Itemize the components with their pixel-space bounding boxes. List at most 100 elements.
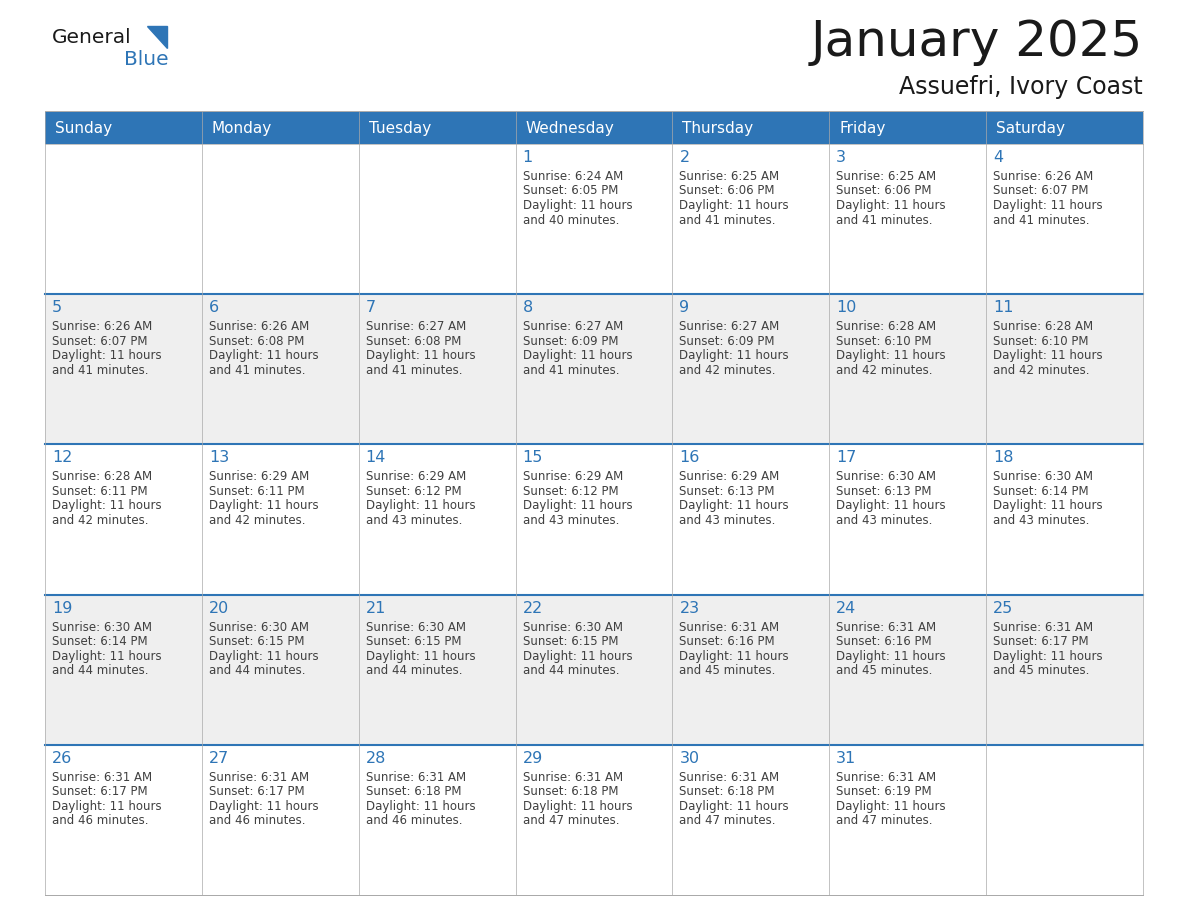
Text: Sunrise: 6:29 AM: Sunrise: 6:29 AM: [680, 470, 779, 484]
Text: Sunset: 6:18 PM: Sunset: 6:18 PM: [366, 785, 461, 799]
Text: Sunrise: 6:29 AM: Sunrise: 6:29 AM: [366, 470, 466, 484]
Text: Sunset: 6:09 PM: Sunset: 6:09 PM: [523, 335, 618, 348]
Text: Sunrise: 6:31 AM: Sunrise: 6:31 AM: [993, 621, 1093, 633]
Bar: [45, 595, 202, 744]
Text: and 46 minutes.: and 46 minutes.: [52, 814, 148, 827]
Bar: [359, 444, 516, 595]
Text: Sunset: 6:07 PM: Sunset: 6:07 PM: [52, 335, 147, 348]
Text: Sunset: 6:15 PM: Sunset: 6:15 PM: [209, 635, 304, 648]
Bar: [829, 744, 986, 895]
Text: and 43 minutes.: and 43 minutes.: [366, 514, 462, 527]
Text: and 43 minutes.: and 43 minutes.: [523, 514, 619, 527]
Text: Sunset: 6:07 PM: Sunset: 6:07 PM: [993, 185, 1088, 197]
Text: Sunset: 6:15 PM: Sunset: 6:15 PM: [523, 635, 618, 648]
Text: 24: 24: [836, 600, 857, 616]
Text: Daylight: 11 hours: Daylight: 11 hours: [523, 349, 632, 363]
Text: and 43 minutes.: and 43 minutes.: [680, 514, 776, 527]
Text: Assuefri, Ivory Coast: Assuefri, Ivory Coast: [899, 75, 1143, 99]
Bar: [672, 294, 829, 444]
Text: Daylight: 11 hours: Daylight: 11 hours: [209, 349, 318, 363]
Text: and 41 minutes.: and 41 minutes.: [680, 214, 776, 227]
Text: Daylight: 11 hours: Daylight: 11 hours: [836, 199, 946, 212]
Text: Daylight: 11 hours: Daylight: 11 hours: [366, 499, 475, 512]
Text: Sunset: 6:09 PM: Sunset: 6:09 PM: [680, 335, 775, 348]
Bar: [516, 144, 672, 294]
Polygon shape: [147, 26, 168, 48]
Text: 11: 11: [993, 300, 1013, 315]
Text: Blue: Blue: [124, 50, 169, 69]
Text: 23: 23: [680, 600, 700, 616]
Text: 19: 19: [52, 600, 72, 616]
Text: 8: 8: [523, 300, 533, 315]
Text: Sunrise: 6:24 AM: Sunrise: 6:24 AM: [523, 170, 623, 183]
Text: Sunday: Sunday: [55, 120, 112, 136]
Text: and 45 minutes.: and 45 minutes.: [836, 664, 933, 677]
Text: 13: 13: [209, 451, 229, 465]
Text: Sunset: 6:17 PM: Sunset: 6:17 PM: [52, 785, 147, 799]
Text: and 42 minutes.: and 42 minutes.: [209, 514, 305, 527]
Text: and 45 minutes.: and 45 minutes.: [680, 664, 776, 677]
Bar: [829, 444, 986, 595]
Text: Sunset: 6:08 PM: Sunset: 6:08 PM: [366, 335, 461, 348]
Bar: [359, 294, 516, 444]
Text: Sunset: 6:06 PM: Sunset: 6:06 PM: [836, 185, 931, 197]
Text: 9: 9: [680, 300, 689, 315]
Bar: [829, 294, 986, 444]
Text: 12: 12: [52, 451, 72, 465]
Text: Sunset: 6:16 PM: Sunset: 6:16 PM: [836, 635, 931, 648]
Text: Sunrise: 6:30 AM: Sunrise: 6:30 AM: [836, 470, 936, 484]
Text: 3: 3: [836, 150, 846, 165]
Bar: [672, 744, 829, 895]
Text: Sunset: 6:13 PM: Sunset: 6:13 PM: [680, 485, 775, 498]
Bar: [986, 294, 1143, 444]
Text: and 46 minutes.: and 46 minutes.: [209, 814, 305, 827]
Bar: [202, 444, 359, 595]
Text: Sunset: 6:17 PM: Sunset: 6:17 PM: [209, 785, 304, 799]
Text: Sunset: 6:08 PM: Sunset: 6:08 PM: [209, 335, 304, 348]
Text: 18: 18: [993, 451, 1013, 465]
Text: and 41 minutes.: and 41 minutes.: [209, 364, 305, 376]
Text: Sunrise: 6:30 AM: Sunrise: 6:30 AM: [209, 621, 309, 633]
Text: 27: 27: [209, 751, 229, 766]
Text: Sunset: 6:06 PM: Sunset: 6:06 PM: [680, 185, 775, 197]
Text: Daylight: 11 hours: Daylight: 11 hours: [836, 800, 946, 812]
Text: Sunrise: 6:31 AM: Sunrise: 6:31 AM: [680, 621, 779, 633]
Bar: [202, 294, 359, 444]
Text: and 42 minutes.: and 42 minutes.: [993, 364, 1089, 376]
Text: Daylight: 11 hours: Daylight: 11 hours: [836, 650, 946, 663]
Bar: [829, 595, 986, 744]
Bar: [516, 444, 672, 595]
Text: 17: 17: [836, 451, 857, 465]
Text: Sunrise: 6:30 AM: Sunrise: 6:30 AM: [993, 470, 1093, 484]
Text: Sunrise: 6:30 AM: Sunrise: 6:30 AM: [366, 621, 466, 633]
Text: General: General: [52, 28, 132, 47]
Text: Daylight: 11 hours: Daylight: 11 hours: [366, 349, 475, 363]
Text: Daylight: 11 hours: Daylight: 11 hours: [993, 650, 1102, 663]
Text: Sunrise: 6:26 AM: Sunrise: 6:26 AM: [993, 170, 1093, 183]
Text: Daylight: 11 hours: Daylight: 11 hours: [680, 499, 789, 512]
Bar: [986, 444, 1143, 595]
Text: 25: 25: [993, 600, 1013, 616]
Text: 1: 1: [523, 150, 533, 165]
Text: and 47 minutes.: and 47 minutes.: [523, 814, 619, 827]
Text: Daylight: 11 hours: Daylight: 11 hours: [209, 650, 318, 663]
Text: Sunrise: 6:30 AM: Sunrise: 6:30 AM: [523, 621, 623, 633]
Bar: [986, 595, 1143, 744]
Bar: [516, 744, 672, 895]
Text: 4: 4: [993, 150, 1004, 165]
Bar: [45, 144, 202, 294]
Text: and 45 minutes.: and 45 minutes.: [993, 664, 1089, 677]
Text: 31: 31: [836, 751, 857, 766]
Text: Sunrise: 6:30 AM: Sunrise: 6:30 AM: [52, 621, 152, 633]
Text: Sunrise: 6:29 AM: Sunrise: 6:29 AM: [523, 470, 623, 484]
Text: and 47 minutes.: and 47 minutes.: [680, 814, 776, 827]
Text: Sunrise: 6:31 AM: Sunrise: 6:31 AM: [680, 771, 779, 784]
Text: Sunset: 6:18 PM: Sunset: 6:18 PM: [523, 785, 618, 799]
Text: Daylight: 11 hours: Daylight: 11 hours: [680, 199, 789, 212]
Text: Sunrise: 6:28 AM: Sunrise: 6:28 AM: [52, 470, 152, 484]
Text: Daylight: 11 hours: Daylight: 11 hours: [52, 349, 162, 363]
Text: Sunset: 6:12 PM: Sunset: 6:12 PM: [366, 485, 461, 498]
Text: Sunrise: 6:29 AM: Sunrise: 6:29 AM: [209, 470, 309, 484]
Text: Daylight: 11 hours: Daylight: 11 hours: [209, 499, 318, 512]
Text: Daylight: 11 hours: Daylight: 11 hours: [836, 349, 946, 363]
